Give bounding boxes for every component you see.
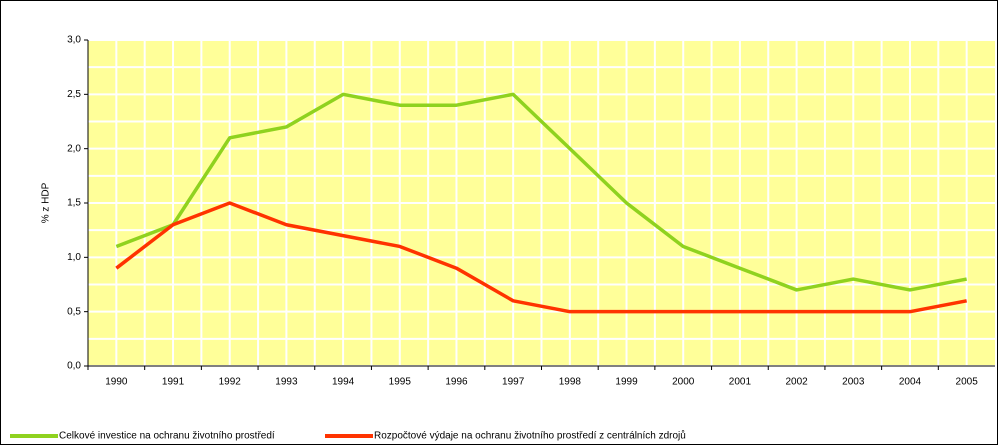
x-tick-label: 2000 (672, 377, 695, 388)
y-tick-label: 2,0 (67, 143, 81, 154)
y-tick-label: 3,0 (67, 35, 81, 46)
x-tick-label: 1996 (445, 377, 468, 388)
x-tick-label: 1991 (162, 377, 185, 388)
series-line (115, 92, 967, 292)
legend-label: Celkové investice na ochranu životního p… (59, 431, 275, 442)
y-axis-label: % z HDP (41, 182, 52, 223)
x-tick-label: 1995 (389, 377, 412, 388)
x-tick-label: 1992 (219, 377, 242, 388)
x-tick-label: 2003 (842, 377, 865, 388)
x-tick-label: 2004 (899, 377, 922, 388)
y-tick-label: 0,5 (67, 306, 81, 317)
legend-label: Rozpočtové výdaje na ochranu životního p… (374, 430, 686, 442)
x-tick-label: 1999 (615, 377, 638, 388)
y-tick-label: 0,0 (67, 361, 81, 372)
y-tick-label: 1,5 (67, 198, 81, 209)
x-tick-label: 1990 (105, 377, 128, 388)
x-tick-label: 1993 (275, 377, 298, 388)
x-tick-label: 2005 (956, 377, 979, 388)
x-tick-label: 1998 (559, 377, 582, 388)
series-line (115, 201, 967, 314)
x-tick-label: 1994 (332, 377, 355, 388)
x-tick-label: 2001 (729, 377, 752, 388)
x-tick-label: 1997 (502, 377, 525, 388)
y-tick-label: 2,5 (67, 89, 81, 100)
y-tick-label: 1,0 (67, 252, 81, 263)
x-tick-label: 2002 (785, 377, 808, 388)
